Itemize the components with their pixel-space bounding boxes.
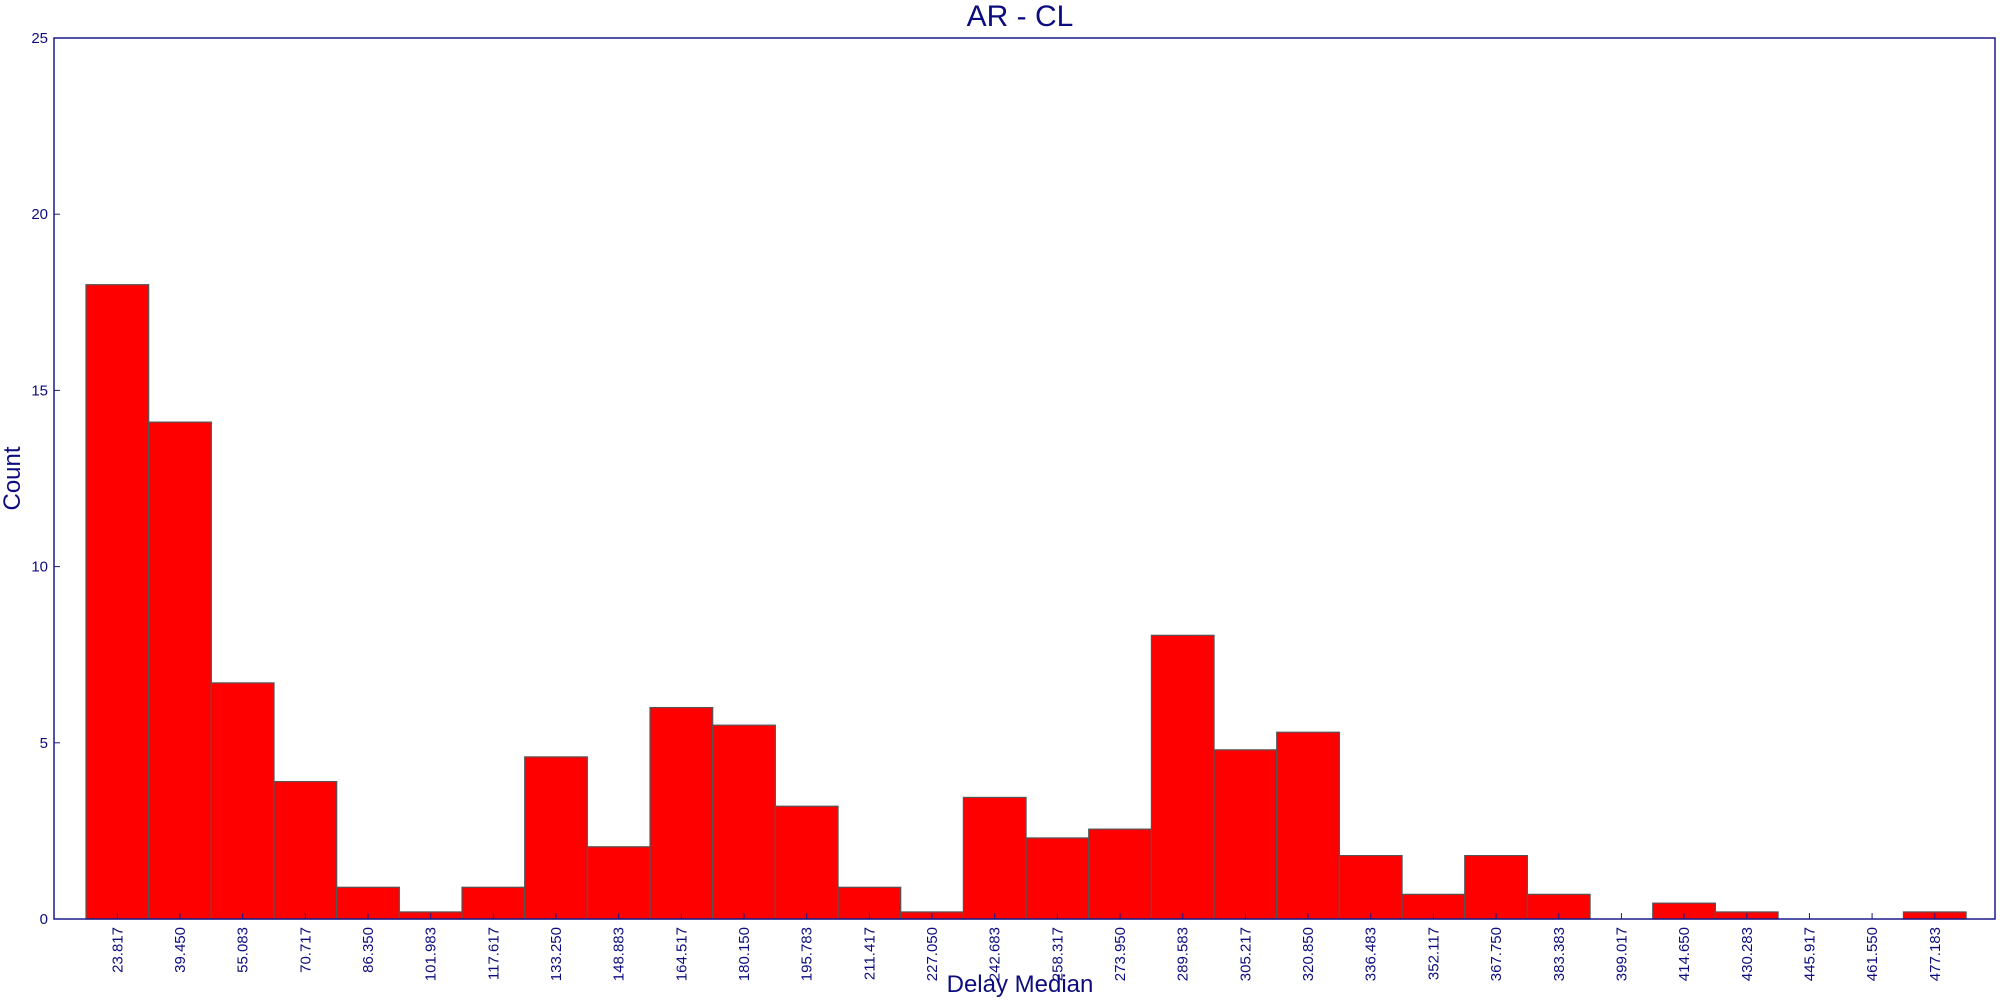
bar — [273, 780, 338, 920]
x-tick-label: 383.383 — [1551, 927, 1568, 981]
y-axis-ticks: 0 5 10 15 20 25 — [31, 30, 60, 928]
x-tick-label: 211.417 — [861, 927, 878, 980]
bar — [962, 796, 1027, 920]
x-tick-label: 367.750 — [1488, 927, 1505, 981]
bar — [586, 846, 651, 920]
x-tick-label: 39.450 — [172, 927, 189, 973]
x-tick-label: 477.183 — [1927, 927, 1944, 981]
x-tick-label: 117.617 — [485, 927, 502, 980]
x-tick-label: 399.017 — [1613, 927, 1630, 981]
x-tick-label: 227.050 — [924, 927, 941, 981]
y-tick-label: 10 — [31, 559, 48, 576]
x-tick-label: 289.583 — [1175, 927, 1192, 981]
bar — [1025, 837, 1090, 920]
x-tick-label: 148.883 — [611, 927, 628, 981]
x-tick-label: 133.250 — [548, 927, 565, 981]
bar — [210, 682, 275, 920]
x-tick-label: 86.350 — [360, 927, 377, 973]
chart-title: AR - CL — [967, 0, 1074, 33]
y-tick-label: 0 — [40, 911, 48, 928]
x-tick-label: 55.083 — [235, 927, 252, 973]
x-tick-label: 352.117 — [1425, 927, 1442, 980]
bar — [1338, 854, 1403, 920]
y-tick-label: 5 — [40, 735, 48, 752]
y-tick-label: 25 — [31, 30, 48, 47]
bar — [1088, 828, 1152, 920]
plot-frame — [53, 37, 1996, 920]
y-tick-label: 20 — [31, 206, 48, 223]
bar — [85, 284, 150, 920]
x-tick-label: 164.517 — [673, 927, 690, 981]
x-tick-label: 195.783 — [799, 927, 816, 981]
x-axis-label: Delay Median — [947, 971, 1094, 998]
x-tick-label: 414.650 — [1676, 927, 1693, 981]
x-tick-label: 445.917 — [1801, 927, 1818, 981]
x-tick-label: 23.817 — [109, 927, 126, 973]
x-tick-label: 273.950 — [1112, 927, 1129, 981]
bar — [148, 421, 212, 920]
x-tick-label: 101.983 — [423, 927, 440, 981]
bar — [649, 706, 714, 920]
x-tick-label: 336.483 — [1363, 927, 1380, 981]
x-tick-label: 320.850 — [1300, 927, 1317, 981]
x-tick-label: 242.683 — [987, 927, 1004, 981]
y-tick-label: 15 — [31, 382, 48, 399]
bar — [1464, 854, 1529, 920]
x-axis-ticks: 23.817 39.450 55.083 70.717 86.350 101.983 117… — [109, 913, 1944, 981]
y-axis-label: Count — [0, 446, 26, 510]
x-tick-label: 180.150 — [736, 927, 753, 981]
bar — [712, 724, 776, 920]
bar — [1213, 749, 1278, 920]
x-tick-label: 305.217 — [1237, 927, 1254, 981]
bar — [524, 756, 588, 920]
x-tick-label: 70.717 — [297, 927, 314, 973]
x-tick-label: 461.550 — [1864, 927, 1881, 981]
x-tick-label: 258.317 — [1049, 927, 1066, 981]
bar — [774, 805, 839, 920]
x-tick-label: 430.283 — [1739, 927, 1756, 981]
bar — [1150, 634, 1215, 920]
bars-group — [85, 284, 1967, 920]
bar — [1276, 731, 1340, 920]
